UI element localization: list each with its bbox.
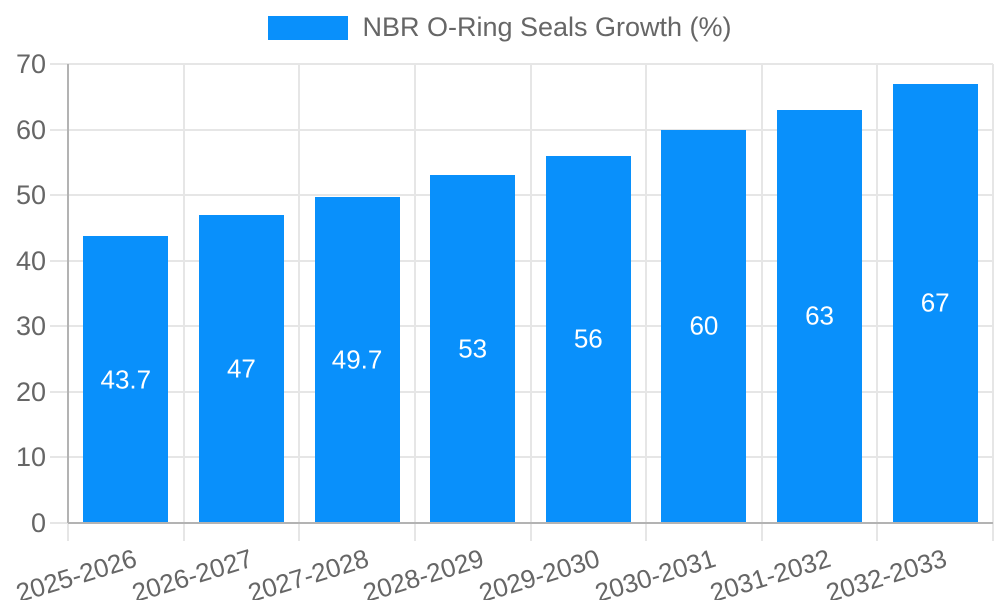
bar[interactable] <box>777 109 863 523</box>
x-axis-line <box>68 522 993 524</box>
bar-value-label: 56 <box>573 323 603 354</box>
y-axis-tick-label: 0 <box>30 508 46 538</box>
x-axis-tick-label: 2032-2033 <box>822 543 950 600</box>
bar-value-label: 60 <box>689 310 719 341</box>
x-axis-tick-label: 2030-2031 <box>591 543 719 600</box>
x-axis-tick-label: 2025-2026 <box>12 543 141 600</box>
bar[interactable] <box>430 175 516 523</box>
legend-swatch-icon <box>268 15 349 40</box>
y-axis-tick-label: 30 <box>15 311 46 342</box>
legend-label: NBR O-Ring Seals Growth (%) <box>362 12 732 42</box>
bar[interactable] <box>198 214 284 523</box>
h-gridline <box>50 194 993 197</box>
bar[interactable] <box>661 129 747 523</box>
y-axis-tick-label: 60 <box>15 114 46 145</box>
bar[interactable] <box>545 155 631 523</box>
x-axis-tick-label: 2027-2028 <box>244 543 372 600</box>
v-gridline <box>876 64 879 541</box>
y-axis-tick-label: 40 <box>15 245 46 276</box>
v-gridline <box>529 64 532 541</box>
x-axis-tick-label: 2031-2032 <box>706 543 835 600</box>
bar[interactable] <box>314 197 400 523</box>
y-axis-tick-label: 10 <box>15 442 46 473</box>
v-gridline <box>413 64 416 541</box>
x-axis-tick-label: 2026-2027 <box>128 543 257 600</box>
y-axis-tick-label: 70 <box>15 49 46 79</box>
y-axis-line <box>67 64 69 523</box>
legend[interactable]: NBR O-Ring Seals Growth (%) <box>0 12 1000 43</box>
v-gridline <box>992 64 994 541</box>
h-gridline <box>50 259 993 262</box>
h-gridline <box>50 456 993 459</box>
v-gridline <box>182 64 185 541</box>
bar-value-label: 63 <box>805 300 835 331</box>
bar-value-label: 53 <box>458 333 488 364</box>
h-gridline <box>50 63 993 65</box>
y-axis-tick-label: 50 <box>15 180 46 211</box>
h-gridline <box>50 325 993 328</box>
bar[interactable] <box>83 236 169 523</box>
bar-value-label: 49.7 <box>331 344 383 375</box>
h-gridline <box>50 128 993 131</box>
h-gridline <box>50 390 993 393</box>
bar[interactable] <box>892 83 978 523</box>
v-gridline <box>760 64 763 541</box>
x-axis-tick-label: 2029-2030 <box>475 543 604 600</box>
bar-value-label: 47 <box>226 353 256 384</box>
bar-value-label: 67 <box>920 287 950 318</box>
v-gridline <box>645 64 648 541</box>
v-gridline <box>298 64 301 541</box>
y-axis-tick-label: 20 <box>15 376 46 407</box>
x-axis-tick-label: 2028-2029 <box>359 543 488 600</box>
bar-value-label: 43.7 <box>100 364 152 395</box>
